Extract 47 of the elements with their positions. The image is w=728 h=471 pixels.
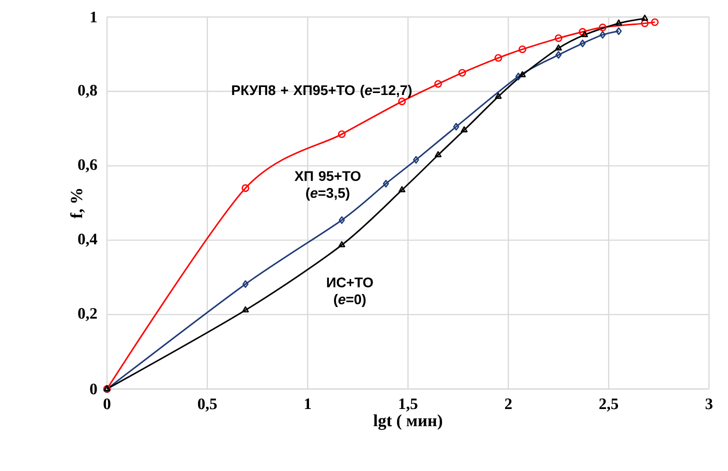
point bbox=[338, 241, 346, 248]
point bbox=[382, 180, 389, 188]
point bbox=[555, 51, 562, 59]
point bbox=[434, 151, 442, 158]
point bbox=[598, 24, 606, 32]
point bbox=[398, 186, 406, 192]
point bbox=[494, 54, 502, 62]
point bbox=[453, 122, 460, 131]
point bbox=[494, 92, 502, 99]
y-axis-title: f, % bbox=[70, 189, 85, 218]
series-label: РКУП8 + ХП95+ТО (e=12,7) bbox=[232, 84, 412, 98]
series-label: ХП 95+ТО (e=3,5) bbox=[294, 171, 360, 201]
x-tick-label: 3 bbox=[706, 398, 712, 410]
x-tick-label: 2 bbox=[505, 398, 512, 410]
x-tick-label: 2,5 bbox=[599, 398, 618, 412]
point bbox=[242, 184, 250, 192]
point bbox=[412, 156, 420, 164]
point bbox=[458, 68, 466, 77]
point bbox=[580, 40, 586, 48]
y-tick-label: 0,2 bbox=[78, 308, 97, 322]
point bbox=[581, 31, 588, 38]
point bbox=[554, 34, 562, 42]
x-tick-label: 1 bbox=[304, 398, 311, 410]
point bbox=[555, 44, 562, 50]
x-tick-label: 0,5 bbox=[198, 398, 217, 412]
y-tick-label: 0 bbox=[90, 384, 97, 394]
point bbox=[600, 31, 606, 39]
y-tick-label: 1 bbox=[90, 12, 97, 22]
point bbox=[242, 280, 249, 288]
point bbox=[434, 80, 442, 88]
point bbox=[518, 71, 526, 78]
x-tick-label: 1,5 bbox=[399, 398, 418, 412]
point bbox=[338, 216, 345, 224]
point bbox=[460, 126, 468, 132]
point bbox=[338, 130, 346, 138]
point bbox=[518, 46, 526, 54]
y-tick-label: 0,8 bbox=[78, 84, 97, 98]
y-tick-label: 0,4 bbox=[78, 234, 98, 247]
y-tick-label: 0,6 bbox=[78, 159, 98, 172]
x-axis-title: lgt ( мин) bbox=[374, 414, 442, 430]
x-tick-label: 0 bbox=[104, 398, 110, 410]
point bbox=[578, 28, 586, 36]
point bbox=[398, 98, 406, 106]
point bbox=[615, 19, 622, 26]
point bbox=[515, 72, 522, 80]
point bbox=[242, 306, 249, 312]
series-label: ИС+ТО (e=0) bbox=[327, 277, 373, 308]
